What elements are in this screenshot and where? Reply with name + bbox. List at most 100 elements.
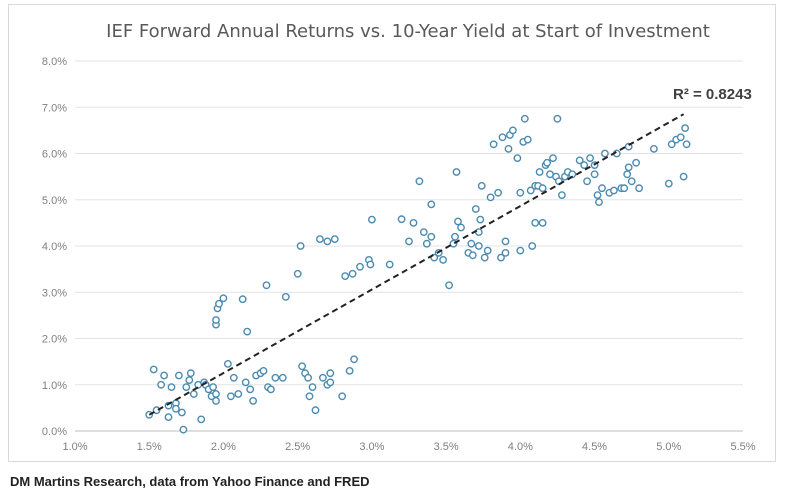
data-point bbox=[590, 170, 599, 179]
data-point bbox=[305, 392, 314, 401]
x-tick-label: 2.0% bbox=[211, 441, 236, 453]
data-point bbox=[508, 126, 517, 135]
data-point bbox=[477, 181, 486, 190]
data-point bbox=[620, 184, 629, 193]
trend-line bbox=[148, 113, 685, 416]
data-point bbox=[385, 260, 394, 269]
data-point bbox=[345, 366, 354, 375]
data-point bbox=[583, 177, 591, 186]
y-tick-label: 8.0% bbox=[42, 56, 67, 68]
data-point bbox=[298, 362, 306, 371]
data-point bbox=[623, 170, 632, 179]
data-point bbox=[212, 316, 220, 324]
data-point bbox=[266, 385, 275, 394]
x-tick-label: 4.0% bbox=[508, 441, 533, 453]
data-point bbox=[323, 237, 332, 246]
data-point bbox=[185, 376, 194, 384]
data-point bbox=[439, 255, 447, 264]
data-point bbox=[501, 237, 510, 246]
data-points bbox=[145, 114, 691, 434]
data-point bbox=[293, 269, 302, 278]
data-point bbox=[575, 156, 584, 165]
data-point bbox=[427, 200, 436, 209]
y-tick-label: 6.0% bbox=[42, 149, 67, 161]
data-point bbox=[171, 404, 180, 413]
data-point bbox=[318, 373, 327, 382]
data-point bbox=[330, 235, 339, 244]
x-tick-label: 3.5% bbox=[434, 441, 459, 453]
y-tick-label: 4.0% bbox=[42, 241, 67, 253]
data-point bbox=[452, 168, 461, 176]
data-point bbox=[212, 390, 220, 398]
data-point bbox=[526, 186, 535, 195]
data-point bbox=[348, 269, 357, 278]
scatter-chart: IEF Forward Annual Returns vs. 10-Year Y… bbox=[42, 21, 756, 453]
data-point bbox=[341, 272, 350, 280]
data-point bbox=[262, 281, 271, 290]
data-point bbox=[215, 299, 223, 308]
data-point bbox=[243, 327, 252, 336]
data-point bbox=[454, 217, 462, 226]
y-axis-ticks: 0.0% 1.0% 2.0% 3.0% 4.0% 5.0% 6.0% 7.0% 8.0% bbox=[42, 56, 67, 438]
x-tick-label: 5.5% bbox=[730, 441, 755, 453]
data-point bbox=[271, 373, 280, 382]
data-point bbox=[259, 366, 268, 375]
data-point bbox=[474, 242, 483, 250]
x-tick-label: 2.5% bbox=[285, 441, 310, 453]
data-point bbox=[543, 158, 551, 167]
data-point bbox=[174, 371, 183, 380]
data-point bbox=[223, 359, 232, 368]
data-point bbox=[350, 355, 358, 364]
data-point bbox=[249, 396, 258, 405]
data-point bbox=[409, 218, 418, 227]
data-point bbox=[366, 260, 375, 269]
data-point bbox=[489, 140, 498, 149]
y-tick-label: 7.0% bbox=[42, 102, 67, 114]
data-point bbox=[177, 408, 186, 417]
data-point bbox=[504, 144, 513, 153]
data-point bbox=[315, 235, 324, 244]
chart-area: IEF Forward Annual Returns vs. 10-Year Y… bbox=[8, 4, 776, 462]
data-point bbox=[664, 179, 673, 188]
data-point bbox=[476, 215, 485, 224]
data-point bbox=[445, 281, 453, 290]
x-tick-label: 4.5% bbox=[582, 441, 607, 453]
y-tick-label: 1.0% bbox=[42, 380, 67, 392]
data-point bbox=[468, 251, 477, 260]
data-point bbox=[246, 385, 255, 394]
data-point bbox=[682, 140, 691, 149]
data-point bbox=[157, 380, 166, 389]
data-point bbox=[326, 369, 335, 378]
data-point bbox=[241, 378, 250, 387]
x-tick-label: 1.0% bbox=[62, 441, 87, 453]
data-point bbox=[624, 163, 633, 172]
data-point bbox=[538, 218, 547, 227]
data-point bbox=[558, 191, 566, 200]
data-point bbox=[234, 390, 243, 398]
data-point bbox=[467, 239, 476, 248]
data-point bbox=[229, 373, 238, 382]
data-point bbox=[501, 248, 510, 257]
data-point bbox=[486, 193, 495, 202]
data-point bbox=[451, 232, 459, 241]
data-point bbox=[164, 413, 173, 421]
data-point bbox=[676, 133, 685, 142]
data-point bbox=[296, 242, 305, 250]
data-point bbox=[212, 396, 220, 405]
data-point bbox=[419, 228, 428, 237]
data-point bbox=[367, 215, 376, 224]
data-point bbox=[498, 133, 507, 142]
data-point bbox=[679, 172, 688, 181]
data-point bbox=[471, 205, 480, 213]
data-point bbox=[595, 198, 603, 207]
data-point bbox=[497, 253, 505, 262]
source-note: DM Martins Research, data from Yahoo Fin… bbox=[10, 474, 370, 489]
data-point bbox=[601, 149, 609, 158]
data-point bbox=[397, 215, 406, 224]
data-point bbox=[480, 253, 489, 262]
data-point bbox=[513, 154, 522, 163]
data-point bbox=[179, 425, 188, 434]
chart-title: IEF Forward Annual Returns vs. 10-Year Y… bbox=[106, 21, 710, 42]
y-tick-label: 2.0% bbox=[42, 334, 67, 346]
data-point bbox=[209, 383, 218, 391]
